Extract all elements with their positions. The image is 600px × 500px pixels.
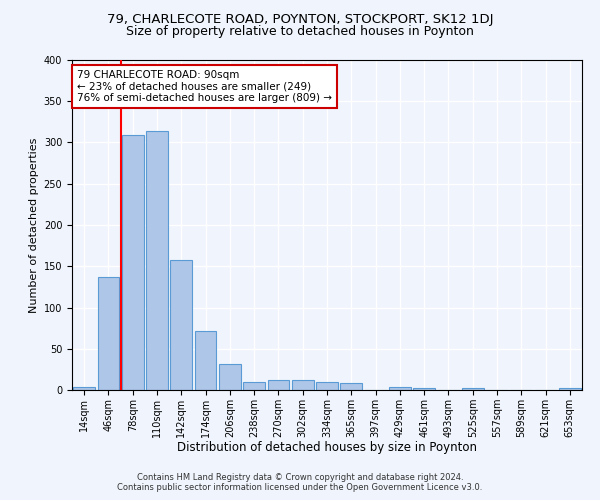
Text: Size of property relative to detached houses in Poynton: Size of property relative to detached ho… xyxy=(126,25,474,38)
Bar xyxy=(73,386,95,390)
Bar xyxy=(219,364,241,390)
Bar xyxy=(292,380,314,390)
Bar xyxy=(97,277,119,390)
Text: 79 CHARLECOTE ROAD: 90sqm
← 23% of detached houses are smaller (249)
76% of semi: 79 CHARLECOTE ROAD: 90sqm ← 23% of detac… xyxy=(77,70,332,103)
Bar xyxy=(340,384,362,390)
Bar xyxy=(268,380,289,390)
Text: 79, CHARLECOTE ROAD, POYNTON, STOCKPORT, SK12 1DJ: 79, CHARLECOTE ROAD, POYNTON, STOCKPORT,… xyxy=(107,12,493,26)
Bar xyxy=(170,260,192,390)
Text: Contains HM Land Registry data © Crown copyright and database right 2024.
Contai: Contains HM Land Registry data © Crown c… xyxy=(118,473,482,492)
Bar xyxy=(243,382,265,390)
Bar xyxy=(462,388,484,390)
Bar xyxy=(122,135,143,390)
Bar xyxy=(316,382,338,390)
Bar xyxy=(559,388,581,390)
Bar xyxy=(194,332,217,390)
Bar xyxy=(389,386,411,390)
Y-axis label: Number of detached properties: Number of detached properties xyxy=(29,138,40,312)
Bar xyxy=(146,131,168,390)
Bar xyxy=(413,388,435,390)
X-axis label: Distribution of detached houses by size in Poynton: Distribution of detached houses by size … xyxy=(177,442,477,454)
